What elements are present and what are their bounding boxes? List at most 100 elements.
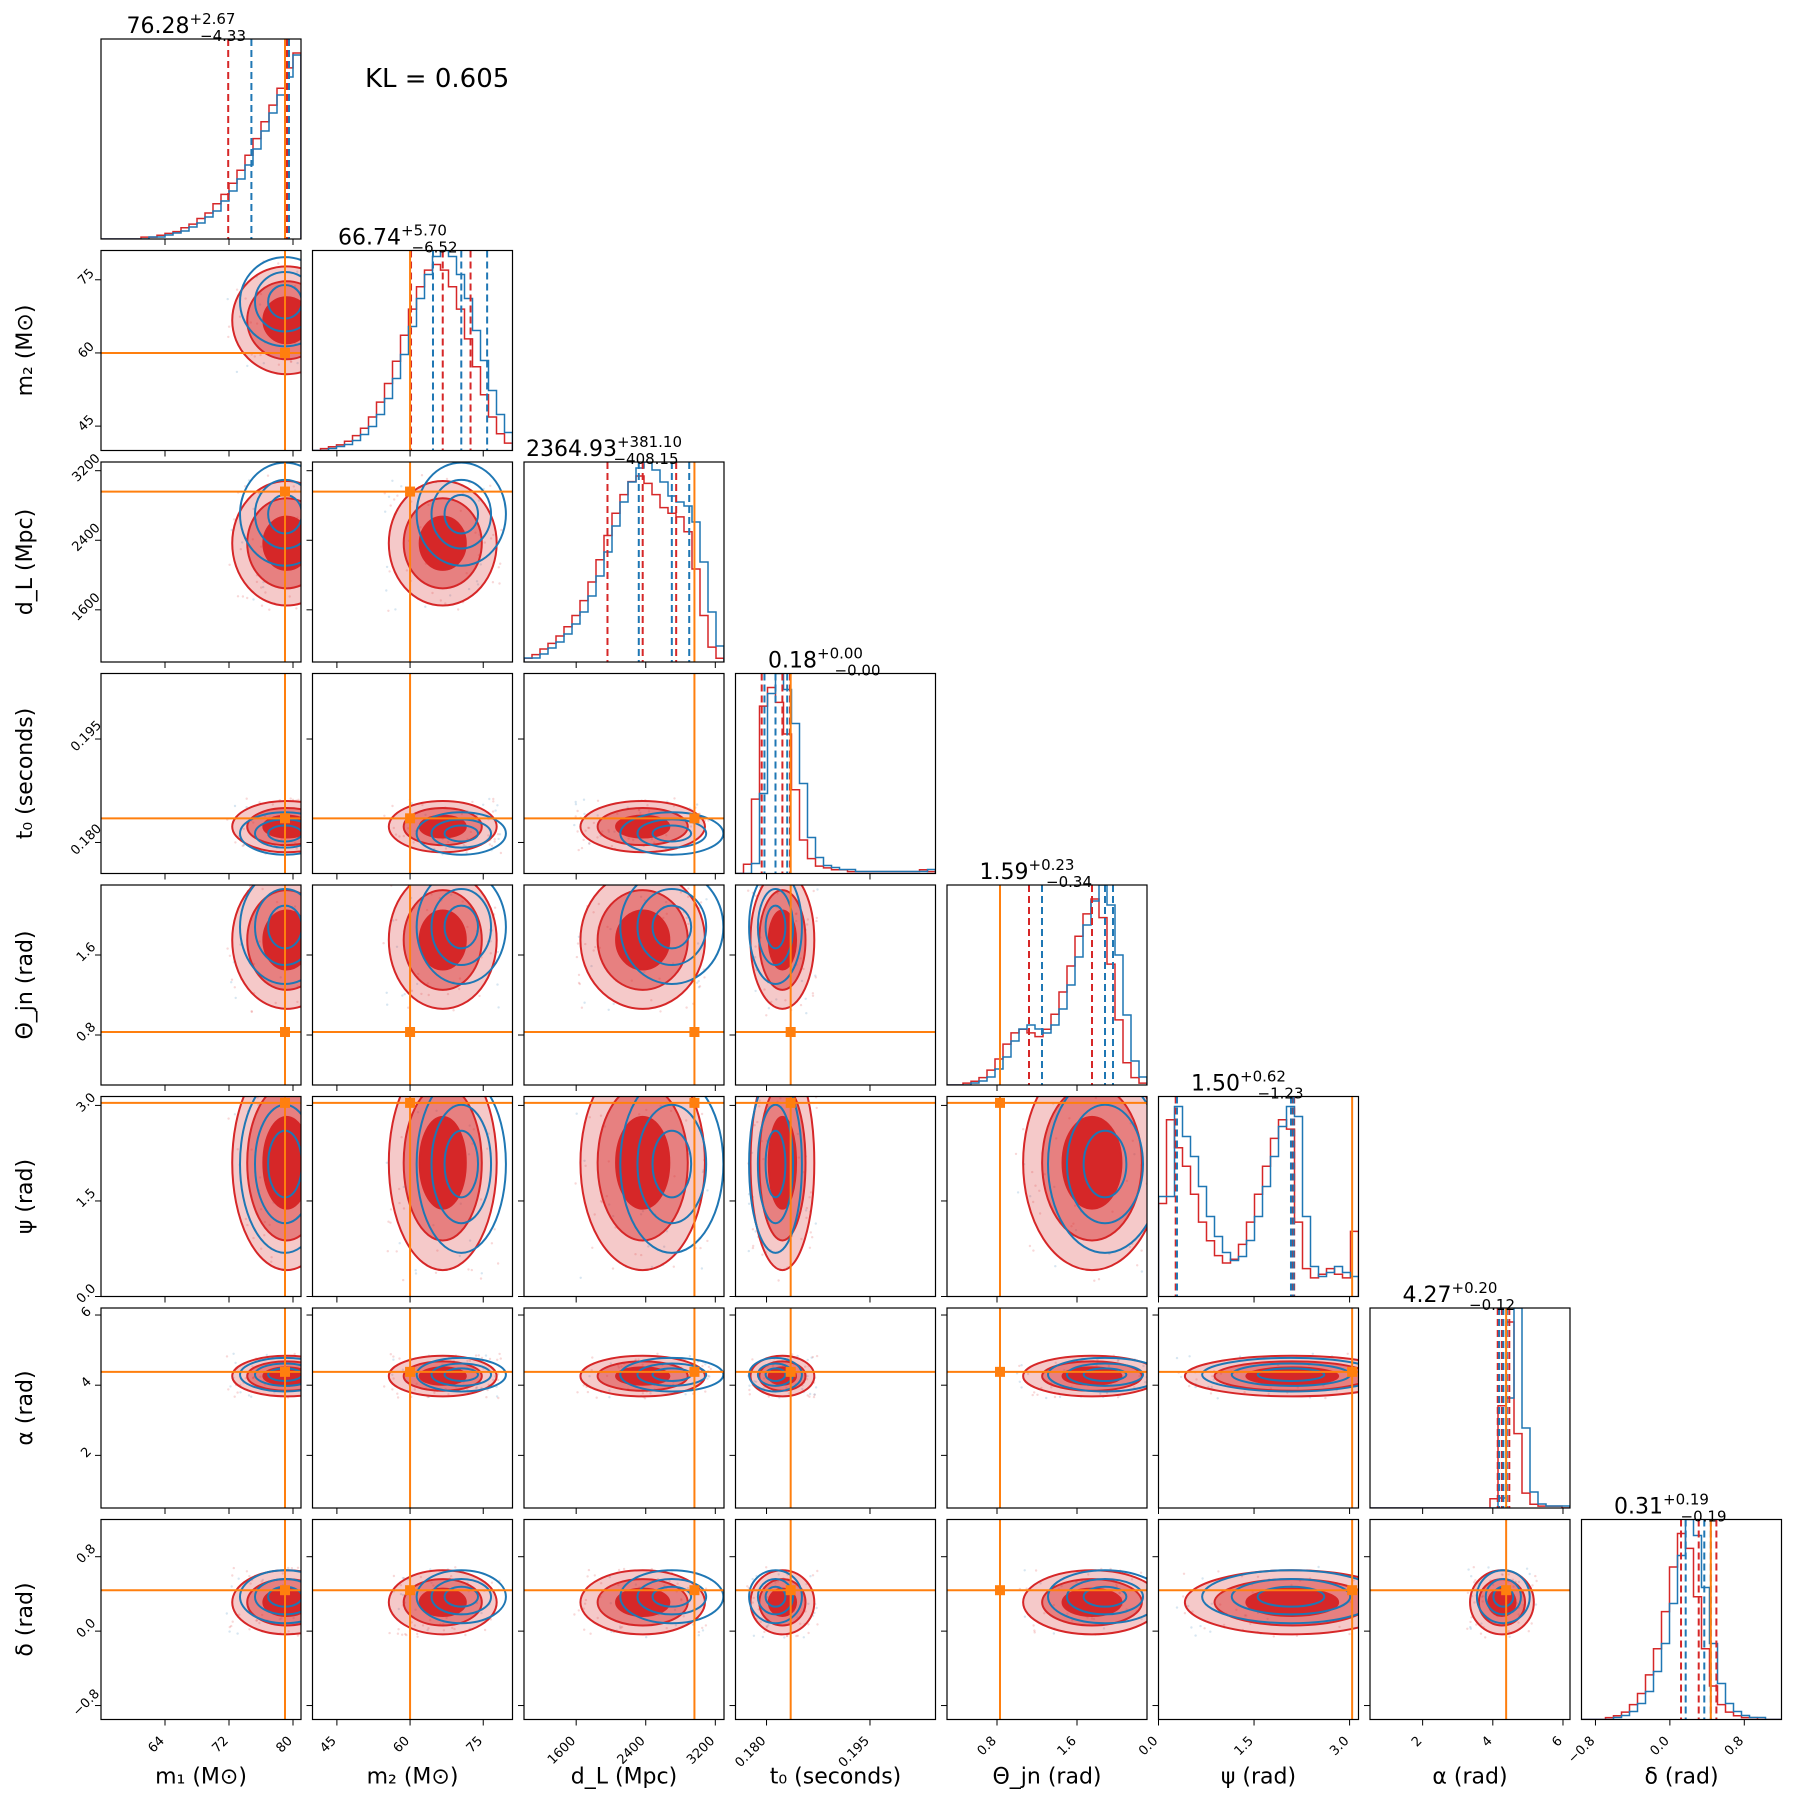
panel-psi-vs-dL xyxy=(524,1047,724,1297)
title-median: 66.74 xyxy=(338,226,401,251)
sample-point xyxy=(609,927,612,931)
sample-point xyxy=(497,566,500,569)
sample-point xyxy=(264,591,267,594)
sample-point xyxy=(1517,1613,1520,1616)
contour-blue-inner xyxy=(1082,1367,1128,1382)
sample-point xyxy=(490,844,494,848)
sample-point xyxy=(574,803,578,806)
sample-point xyxy=(1473,1581,1476,1584)
contour-blue-outer xyxy=(1201,1356,1359,1393)
sample-point xyxy=(816,1065,818,1067)
sample-point xyxy=(472,1128,475,1131)
sample-point xyxy=(1183,1612,1187,1615)
sample-point xyxy=(402,1207,406,1210)
sample-point xyxy=(658,1047,660,1049)
sample-point xyxy=(497,1396,500,1400)
sample-point xyxy=(319,1577,321,1579)
sample-point xyxy=(303,1592,305,1594)
sample-point xyxy=(306,1397,308,1399)
sample-point xyxy=(1063,1369,1066,1372)
sample-point xyxy=(701,1626,704,1630)
sample-point xyxy=(296,1566,300,1570)
contour-blue-outer xyxy=(1047,1569,1147,1625)
sample-point xyxy=(295,847,298,850)
sample-point xyxy=(763,988,766,991)
sample-point xyxy=(402,1278,405,1282)
sample-point xyxy=(775,998,778,1001)
sample-point xyxy=(1086,1616,1089,1619)
sample-point xyxy=(806,870,808,872)
sample-point xyxy=(1018,1364,1021,1368)
sample-point xyxy=(1162,1357,1164,1359)
sample-point xyxy=(1139,1571,1143,1574)
sample-point xyxy=(1267,1392,1270,1396)
sample-point xyxy=(321,378,323,380)
sample-point xyxy=(433,1391,436,1395)
sample-point xyxy=(751,1228,755,1231)
sample-point xyxy=(1530,1622,1533,1625)
sample-point xyxy=(641,1363,644,1367)
sample-point xyxy=(665,1230,669,1233)
title-minus: −4.33 xyxy=(200,27,246,45)
sample-point xyxy=(336,1581,338,1583)
sample-point xyxy=(251,1376,255,1380)
sample-point xyxy=(436,1249,439,1252)
sample-point xyxy=(317,814,319,816)
sample-point xyxy=(338,806,340,808)
contour-blue-middle xyxy=(1066,1362,1144,1387)
panel-frame xyxy=(100,461,302,663)
sample-point xyxy=(1070,1225,1073,1228)
sample-point xyxy=(777,1573,780,1576)
sample-point xyxy=(333,809,335,811)
histogram-red xyxy=(1370,1321,1570,1508)
sample-point xyxy=(1182,1572,1186,1576)
sample-point xyxy=(1060,1065,1062,1067)
sample-point xyxy=(605,1374,609,1378)
sample-point xyxy=(383,814,386,817)
sample-point xyxy=(391,804,394,808)
panel-alpha-vs-theta_jn xyxy=(947,1308,1164,1508)
sample-point xyxy=(620,1365,623,1368)
sample-point xyxy=(695,803,699,806)
sample-point xyxy=(331,1120,333,1122)
histogram-m1 xyxy=(101,39,301,239)
sample-point xyxy=(466,1359,469,1363)
sample-point xyxy=(814,976,817,979)
sample-point xyxy=(305,871,307,873)
sample-point xyxy=(230,1624,233,1628)
sample-point xyxy=(468,1359,472,1363)
sample-point xyxy=(424,813,427,816)
sample-point xyxy=(498,1352,501,1356)
sample-point xyxy=(445,1044,447,1046)
y-tick-label-theta_jn: 0.8 xyxy=(74,1020,99,1045)
sample-point xyxy=(589,1632,592,1635)
sample-point xyxy=(246,364,249,368)
sample-point xyxy=(687,922,690,926)
sample-point xyxy=(752,1634,756,1638)
sample-point xyxy=(1090,1617,1094,1620)
sample-point xyxy=(247,1394,251,1397)
contour-red-inner xyxy=(1061,1587,1123,1617)
panel-t0-vs-dL xyxy=(524,673,724,874)
sample-point xyxy=(317,1127,319,1129)
sample-point xyxy=(753,1380,756,1383)
sample-point xyxy=(395,1250,398,1253)
truth-marker xyxy=(280,486,290,497)
sample-point xyxy=(807,1623,810,1626)
sample-point xyxy=(263,1234,266,1237)
sample-point xyxy=(1391,1569,1393,1571)
sample-point xyxy=(1362,1388,1364,1390)
sample-point xyxy=(236,1632,239,1635)
sample-point xyxy=(402,834,405,838)
sample-point xyxy=(1317,1565,1320,1569)
sample-point xyxy=(1386,1627,1388,1629)
sample-point xyxy=(804,1209,808,1212)
y-tick-label-delta: −0.8 xyxy=(70,1687,103,1720)
sample-point xyxy=(401,1633,404,1636)
sample-point xyxy=(1140,1270,1144,1273)
sample-point xyxy=(591,1246,594,1250)
sample-point xyxy=(424,605,427,608)
sample-point xyxy=(811,1236,814,1239)
sample-point xyxy=(496,804,499,807)
sample-point xyxy=(318,571,320,573)
